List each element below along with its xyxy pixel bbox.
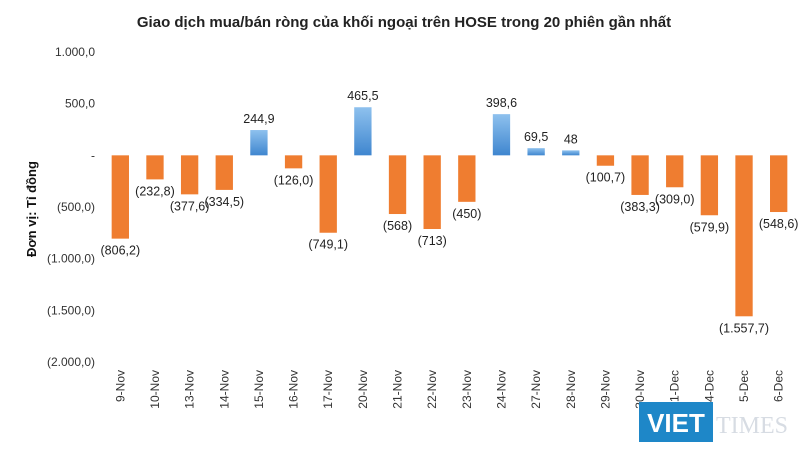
x-axis: 9-Nov 10-Nov 13-Nov 14-Nov 15-Nov 16-Nov 17-No… — [113, 370, 785, 409]
x-tick-label: 28-Nov — [564, 370, 578, 409]
bars — [111, 107, 788, 317]
logo-badge — [639, 402, 713, 442]
data-label: (450) — [452, 207, 481, 221]
y-axis-label: Đơn vị: Tỉ đồng — [24, 161, 39, 257]
data-label: 48 — [564, 132, 578, 146]
y-tick-label: (1.000,0) — [47, 252, 95, 266]
viettimes-logo: VIET TIMES — [639, 402, 788, 442]
data-label: (232,8) — [135, 184, 175, 198]
x-tick-label: 9-Nov — [113, 370, 127, 402]
bar — [180, 155, 199, 195]
data-label: 244,9 — [243, 112, 274, 126]
data-label: (806,2) — [101, 244, 141, 258]
y-axis: 1.000,0 500,0 - (500,0) (1.000,0) (1.500,0) (2… — [47, 45, 95, 369]
logo-times: TIMES — [716, 413, 788, 439]
bar — [146, 155, 164, 180]
x-tick-label: 10-Nov — [148, 370, 162, 409]
bar — [631, 155, 649, 195]
bar — [562, 150, 580, 156]
bar — [458, 155, 476, 202]
y-tick-label: (2.000,0) — [47, 355, 95, 369]
x-tick-label: 21-Nov — [391, 370, 405, 409]
x-tick-label: 24-Nov — [494, 370, 508, 409]
y-tick-label: (1.500,0) — [47, 303, 95, 317]
data-label: 465,5 — [347, 89, 378, 103]
bar — [735, 155, 753, 317]
x-tick-label: 1-Dec — [668, 370, 682, 402]
bar — [250, 130, 268, 156]
data-label: (334,5) — [204, 195, 244, 209]
x-tick-label: 13-Nov — [183, 370, 197, 409]
x-tick-label: 4-Dec — [702, 370, 716, 402]
bar — [354, 107, 372, 156]
x-tick-label: 6-Dec — [772, 370, 786, 402]
bar — [596, 155, 615, 166]
data-label: (548,6) — [759, 217, 799, 231]
x-tick-label: 16-Nov — [287, 370, 301, 409]
logo-viet: VIET — [647, 408, 705, 438]
x-tick-label: 17-Nov — [321, 370, 335, 409]
x-tick-label: 29-Nov — [598, 370, 612, 409]
y-tick-label: (500,0) — [57, 200, 95, 214]
data-labels: (806,2) (232,8)(377,6)(334,5) 244,9 (126,0)… — [101, 89, 799, 335]
bar — [319, 155, 337, 233]
data-label: 69,5 — [524, 130, 548, 144]
bar — [666, 155, 684, 188]
x-tick-label: 5-Dec — [737, 370, 751, 402]
data-label: (100,7) — [586, 171, 626, 185]
y-tick-label: 500,0 — [65, 97, 95, 111]
y-tick-label: 1.000,0 — [55, 45, 95, 59]
bar — [215, 155, 233, 190]
data-label: 398,6 — [486, 96, 517, 110]
x-tick-label: 20-Nov — [356, 370, 370, 409]
x-tick-label: 22-Nov — [425, 370, 439, 409]
chart-title: Giao dịch mua/bán ròng của khối ngoại tr… — [137, 14, 671, 31]
data-label: (749,1) — [308, 238, 348, 252]
bar — [700, 155, 719, 216]
x-tick-label: 30-Nov — [633, 370, 647, 409]
data-label: (1.557,7) — [719, 321, 769, 335]
bar — [388, 155, 407, 215]
x-tick-label: 27-Nov — [529, 370, 543, 409]
data-label: (568) — [383, 219, 412, 233]
data-label: (713) — [418, 234, 447, 248]
bar — [527, 148, 545, 156]
data-label: (377,6) — [170, 199, 210, 213]
y-tick-label: - — [91, 148, 95, 162]
x-tick-label: 15-Nov — [252, 370, 266, 409]
x-tick-label: 23-Nov — [460, 370, 474, 409]
bar — [770, 155, 788, 213]
data-label: (579,9) — [690, 220, 730, 234]
bar — [423, 155, 441, 230]
data-label: (126,0) — [274, 173, 314, 187]
data-label: (309,0) — [655, 192, 695, 206]
bar — [284, 155, 303, 169]
bar — [492, 114, 511, 156]
data-label: (383,3) — [620, 200, 660, 214]
bar — [111, 155, 129, 239]
x-tick-label: 14-Nov — [217, 370, 231, 409]
